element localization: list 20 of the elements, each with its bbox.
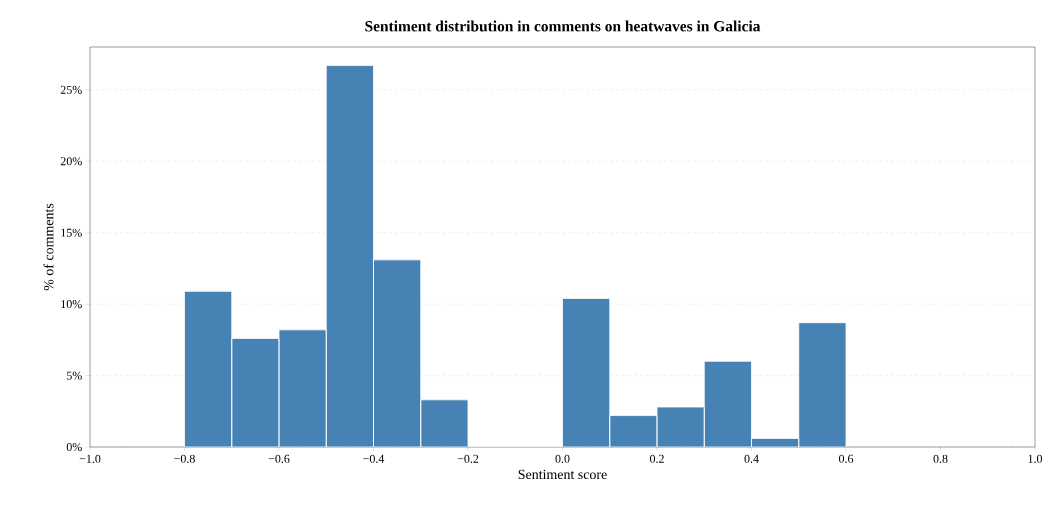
y-tick-label: 15% <box>61 228 82 237</box>
x-tick-label: 0.0 <box>555 454 570 463</box>
x-tick-label: 0.6 <box>838 454 854 463</box>
x-tick-label: −0.2 <box>457 454 479 463</box>
y-tick-label: 25% <box>60 85 82 94</box>
x-tick-label: −0.8 <box>174 454 195 463</box>
y-axis-title: % of comments <box>43 203 54 291</box>
y-tick-label: 0% <box>66 442 82 452</box>
x-tick-label: −0.4 <box>363 454 385 463</box>
x-tick-label: 0.8 <box>933 454 948 463</box>
y-tick-label: 10% <box>61 300 82 309</box>
x-tick-label: 0.2 <box>649 454 664 463</box>
y-tick-label: 5% <box>66 371 82 380</box>
x-tick-label: −0.6 <box>268 454 290 463</box>
x-tick-label: 1.0 <box>1028 454 1043 463</box>
chart-title: Sentiment distribution in comments on heatwaves in Galicia <box>365 20 761 32</box>
x-tick-label: 0.4 <box>744 454 759 463</box>
y-tick-label: 20% <box>60 157 82 166</box>
x-tick-label: −1.0 <box>79 454 101 463</box>
x-axis-title: Sentiment score <box>518 469 607 480</box>
